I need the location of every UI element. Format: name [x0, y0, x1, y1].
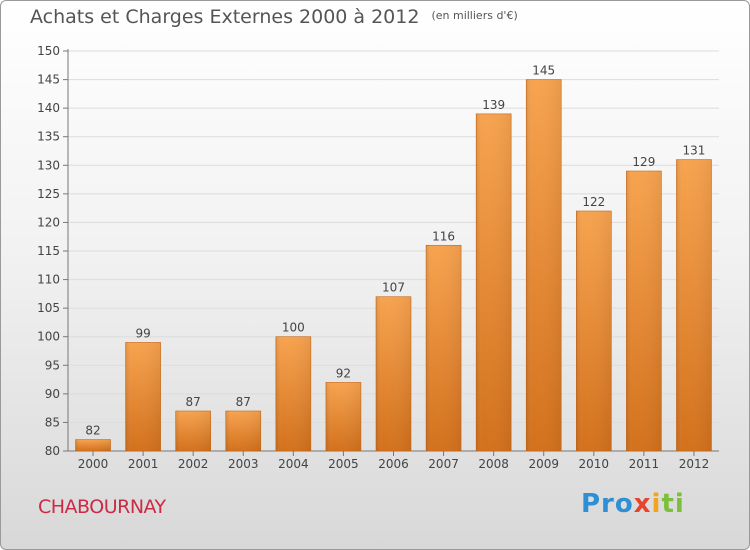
- value-label-2009: 145: [532, 64, 555, 78]
- y-tick-label: 130: [37, 158, 60, 172]
- value-label-2011: 129: [632, 155, 655, 169]
- bar-shade-2012: [676, 159, 712, 452]
- logo-part-1: Pro: [581, 489, 634, 519]
- bar-shade-2001: [125, 342, 161, 451]
- value-label-2002: 87: [186, 395, 201, 409]
- value-label-2010: 122: [582, 195, 605, 209]
- x-tick-label-2000: 2000: [78, 457, 109, 471]
- x-tick-label-2003: 2003: [228, 457, 259, 471]
- x-tick-label-2006: 2006: [378, 457, 409, 471]
- value-label-2005: 92: [336, 366, 351, 380]
- value-label-2008: 139: [482, 98, 505, 112]
- bar-shade-2010: [576, 211, 612, 451]
- chart-title-text: Achats et Charges Externes 2000 à 2012: [30, 6, 420, 28]
- bar-shade-2002: [175, 411, 211, 451]
- y-tick-label: 120: [37, 215, 60, 229]
- bar-shade-2005: [325, 382, 361, 451]
- bar-shade-2006: [376, 296, 411, 451]
- bar-shade-2000: [75, 439, 111, 451]
- y-tick-label: 135: [37, 130, 60, 144]
- value-label-2006: 107: [382, 281, 405, 295]
- x-tick-label-2005: 2005: [328, 457, 359, 471]
- x-tick-label-2004: 2004: [278, 457, 309, 471]
- y-tick-label: 110: [37, 273, 60, 287]
- y-tick-label: 145: [37, 73, 60, 87]
- bar-shade-2011: [626, 171, 662, 451]
- y-tick-label: 150: [37, 44, 60, 58]
- bar-shade-2004: [275, 336, 311, 451]
- y-tick-label: 105: [37, 301, 60, 315]
- x-tick-label-2008: 2008: [478, 457, 509, 471]
- bar-shade-2007: [426, 245, 462, 451]
- value-label-2001: 99: [135, 326, 150, 340]
- value-label-2007: 116: [432, 229, 455, 243]
- y-tick-label: 85: [45, 415, 60, 429]
- y-tick-label: 125: [37, 187, 60, 201]
- bar-shade-2003: [225, 411, 261, 451]
- y-tick-label: 95: [45, 358, 60, 372]
- logo-part-3: i: [651, 489, 662, 519]
- y-tick-label: 140: [37, 101, 60, 115]
- x-tick-label-2011: 2011: [629, 457, 660, 471]
- x-tick-label-2002: 2002: [178, 457, 209, 471]
- logo-part-2: x: [633, 489, 652, 519]
- x-tick-label-2012: 2012: [679, 457, 710, 471]
- x-tick-label-2001: 2001: [128, 457, 159, 471]
- x-tick-label-2010: 2010: [579, 457, 610, 471]
- chart-unit-note: (en milliers d'€): [431, 9, 518, 22]
- proxiti-logo: Proxiti: [581, 489, 685, 519]
- y-tick-label: 90: [45, 387, 60, 401]
- chart-title: Achats et Charges Externes 2000 à 2012 (e…: [30, 6, 518, 28]
- x-tick-label-2007: 2007: [428, 457, 459, 471]
- value-label-2000: 82: [85, 424, 100, 438]
- y-tick-label: 80: [45, 444, 60, 458]
- bar-shade-2008: [476, 113, 512, 451]
- value-label-2003: 87: [236, 395, 251, 409]
- y-tick-label: 100: [37, 330, 60, 344]
- bar-shade-2009: [526, 79, 562, 452]
- logo-part-4: ti: [661, 489, 685, 519]
- city-name: CHABOURNAY: [38, 496, 166, 518]
- value-label-2004: 100: [282, 321, 305, 335]
- x-tick-label-2009: 2009: [528, 457, 559, 471]
- value-label-2012: 131: [683, 144, 706, 158]
- y-tick-label: 115: [37, 244, 60, 258]
